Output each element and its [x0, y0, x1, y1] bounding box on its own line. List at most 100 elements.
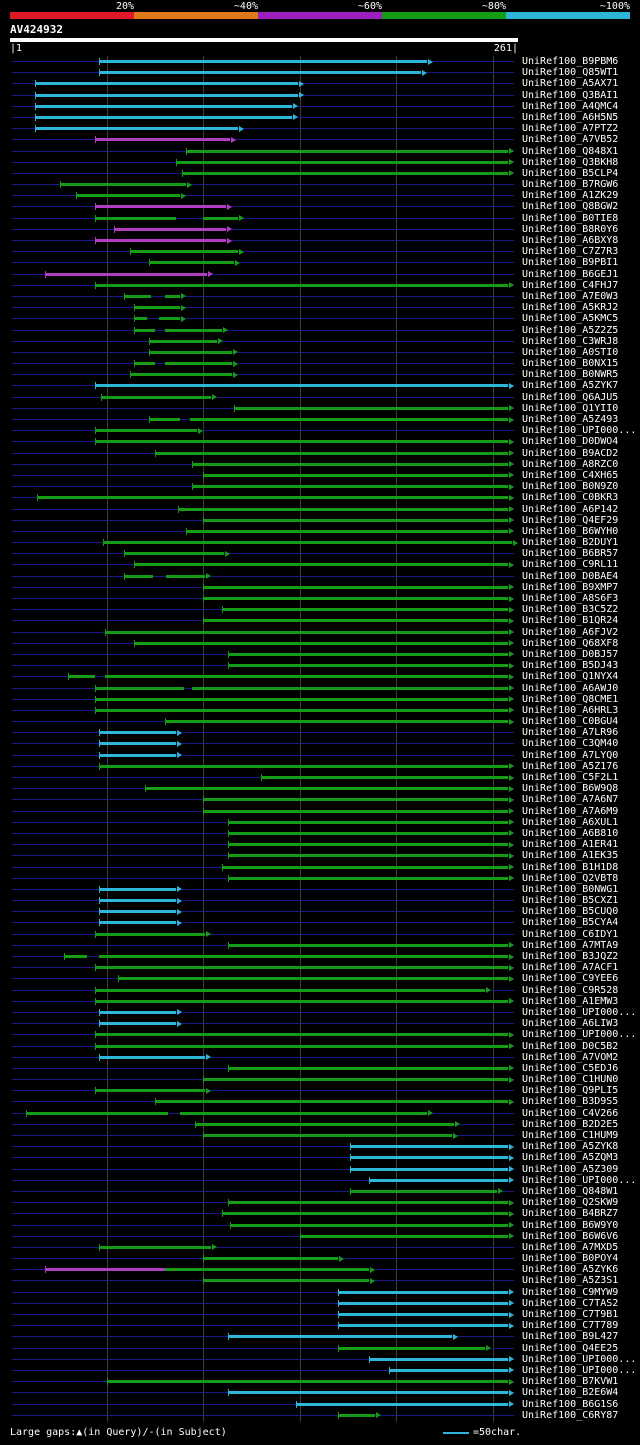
alignment-segment[interactable] [228, 1199, 509, 1207]
alignment-segment[interactable] [123, 572, 153, 580]
hit-label[interactable]: UniRef100_A7A6M9 [522, 805, 619, 817]
hit-label[interactable]: UniRef100_B5CLP4 [522, 167, 619, 179]
hit-label[interactable]: UniRef100_Q85WT1 [522, 67, 619, 79]
hit-label[interactable]: UniRef100_Q4EF29 [522, 514, 619, 526]
hit-label[interactable]: UniRef100_A7LR96 [522, 727, 619, 739]
alignment-segment[interactable] [95, 706, 509, 714]
alignment-segment[interactable] [185, 527, 509, 535]
alignment-segment[interactable] [164, 294, 180, 298]
hit-label[interactable]: UniRef100_B3JQZ2 [522, 951, 619, 962]
alignment-segment[interactable] [44, 270, 207, 278]
hit-label[interactable]: UniRef100_B3C5Z2 [522, 604, 619, 616]
hit-label[interactable]: UniRef100_C9R528 [522, 984, 619, 996]
hit-label[interactable]: UniRef100_B2DUY1 [522, 537, 619, 549]
hit-label[interactable]: UniRef100_C5EDJ6 [522, 1062, 619, 1074]
hit-label[interactable]: UniRef100_A6XUL1 [522, 816, 619, 828]
alignment-segment[interactable] [164, 328, 223, 332]
hit-label[interactable]: UniRef100_A6P142 [522, 503, 619, 515]
alignment-segment[interactable] [95, 427, 198, 435]
hit-label[interactable]: UniRef100_A6AWJ0 [522, 682, 619, 694]
alignment-segment[interactable] [44, 1266, 165, 1274]
alignment-segment[interactable] [98, 1243, 211, 1251]
alignment-segment[interactable] [164, 718, 509, 726]
alignment-segment[interactable] [35, 80, 298, 88]
alignment-segment[interactable] [95, 237, 227, 244]
alignment-segment[interactable] [228, 874, 509, 882]
alignment-segment[interactable] [123, 550, 225, 558]
alignment-segment[interactable] [230, 1221, 509, 1229]
hit-label[interactable]: UniRef100_B2D2E5 [522, 1118, 619, 1130]
hit-label[interactable]: UniRef100_UPI000... [522, 1364, 637, 1376]
hit-label[interactable]: UniRef100_B5CYA4 [522, 917, 619, 929]
alignment-segment[interactable] [338, 1344, 486, 1352]
hit-label[interactable]: UniRef100_C6RY87 [522, 1409, 619, 1421]
alignment-segment[interactable] [191, 686, 509, 690]
alignment-segment[interactable] [338, 1311, 509, 1318]
alignment-segment[interactable] [203, 617, 509, 625]
hit-label[interactable]: UniRef100_C7T789 [522, 1320, 619, 1332]
hit-label[interactable]: UniRef100_C7TAS2 [522, 1297, 619, 1309]
alignment-segment[interactable] [149, 259, 235, 267]
hit-label[interactable]: UniRef100_Q848X1 [522, 145, 619, 157]
alignment-segment[interactable] [203, 1255, 339, 1263]
alignment-segment[interactable] [203, 216, 238, 220]
hit-label[interactable]: UniRef100_A7A6N7 [522, 794, 619, 806]
alignment-segment[interactable] [98, 908, 177, 916]
hit-label[interactable]: UniRef100_D0DWO4 [522, 436, 619, 448]
alignment-segment[interactable] [67, 673, 95, 681]
alignment-segment[interactable] [203, 807, 509, 815]
alignment-segment[interactable] [98, 1008, 177, 1016]
hit-label[interactable]: UniRef100_B0TIE8 [522, 212, 619, 224]
hit-label[interactable]: UniRef100_A7E0W3 [522, 290, 619, 302]
hit-label[interactable]: UniRef100_D0BJ57 [522, 648, 619, 660]
hit-label[interactable]: UniRef100_C7T9B1 [522, 1309, 619, 1320]
hit-label[interactable]: UniRef100_A1EMW3 [522, 995, 619, 1007]
hit-label[interactable]: UniRef100_C5F2L1 [522, 772, 619, 783]
hit-label[interactable]: UniRef100_A6HRL3 [522, 704, 619, 716]
alignment-segment[interactable] [98, 740, 177, 748]
hit-label[interactable]: UniRef100_B0N9Z0 [522, 481, 619, 493]
alignment-segment[interactable] [102, 539, 513, 547]
alignment-segment[interactable] [98, 955, 509, 958]
alignment-segment[interactable] [185, 147, 509, 155]
hit-label[interactable]: UniRef100_Q2SKW9 [522, 1197, 619, 1209]
alignment-segment[interactable] [228, 1333, 453, 1341]
hit-label[interactable]: UniRef100_A7VOM2 [522, 1051, 619, 1063]
hit-label[interactable]: UniRef100_B8R0Y6 [522, 223, 619, 235]
hit-label[interactable]: UniRef100_A1ER41 [522, 839, 619, 851]
alignment-segment[interactable] [95, 986, 486, 994]
alignment-segment[interactable] [95, 1087, 206, 1095]
alignment-segment[interactable] [129, 371, 233, 379]
hit-label[interactable]: UniRef100_A5KRJ2 [522, 302, 619, 314]
alignment-segment[interactable] [98, 885, 177, 893]
alignment-segment[interactable] [95, 1042, 509, 1050]
alignment-segment[interactable] [95, 684, 184, 692]
hit-label[interactable]: UniRef100_Q8CME1 [522, 693, 619, 705]
hit-label[interactable]: UniRef100_A5Z309 [522, 1163, 619, 1175]
alignment-segment[interactable] [95, 214, 177, 222]
alignment-segment[interactable] [299, 1232, 509, 1240]
hit-label[interactable]: UniRef100_A1EK35 [522, 850, 619, 862]
alignment-segment[interactable] [64, 953, 88, 960]
hit-label[interactable]: UniRef100_A5Z493 [522, 414, 619, 425]
alignment-segment[interactable] [164, 362, 233, 366]
hit-label[interactable]: UniRef100_A5AX71 [522, 78, 619, 90]
alignment-segment[interactable] [154, 449, 509, 457]
alignment-segment[interactable] [98, 762, 509, 770]
hit-label[interactable]: UniRef100_Q4EE25 [522, 1342, 619, 1354]
hit-label[interactable]: UniRef100_A8S6F3 [522, 593, 619, 604]
hit-label[interactable]: UniRef100_C9RL11 [522, 559, 619, 571]
hit-label[interactable]: UniRef100_Q8BGW2 [522, 201, 619, 213]
hit-label[interactable]: UniRef100_B0NWG1 [522, 883, 619, 895]
hit-label[interactable]: UniRef100_C9MYW9 [522, 1286, 619, 1298]
hit-label[interactable]: UniRef100_A5ZQM3 [522, 1152, 619, 1164]
alignment-segment[interactable] [60, 181, 186, 189]
hit-label[interactable]: UniRef100_A5ZYK8 [522, 1141, 619, 1153]
alignment-segment[interactable] [104, 628, 509, 636]
alignment-segment[interactable] [203, 1132, 453, 1139]
alignment-segment[interactable] [388, 1366, 509, 1374]
alignment-segment[interactable] [222, 606, 509, 614]
hit-label[interactable]: UniRef100_D0BAE4 [522, 570, 619, 582]
alignment-segment[interactable] [338, 1322, 509, 1330]
alignment-segment[interactable] [95, 997, 509, 1005]
